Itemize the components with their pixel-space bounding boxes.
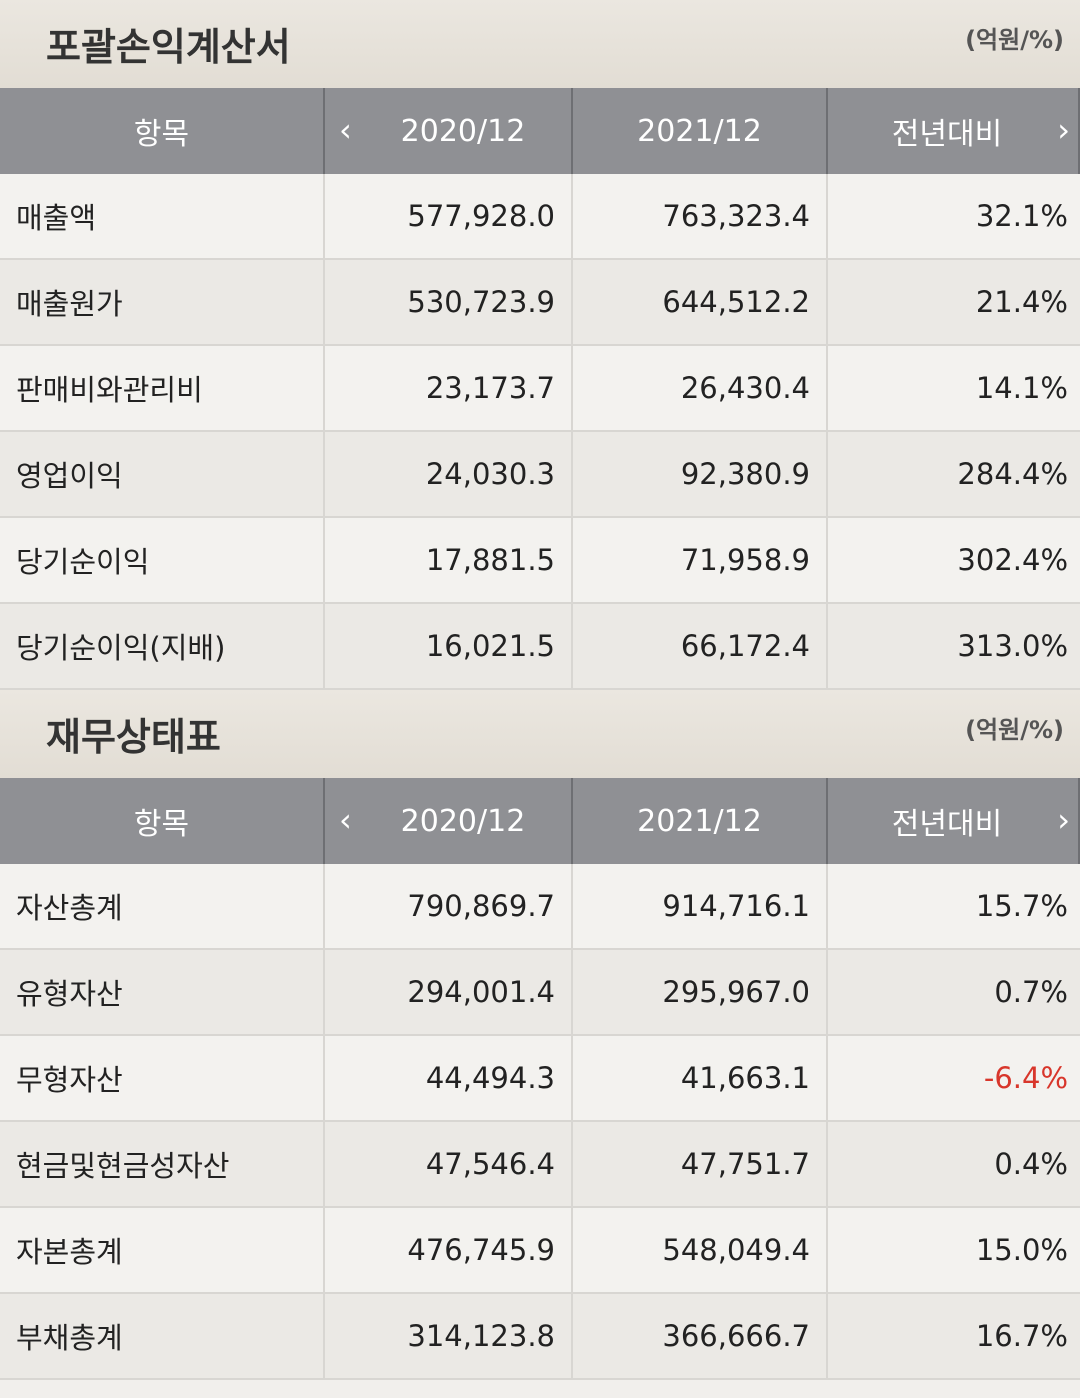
header-2021: 2021/12 [573, 778, 828, 864]
row-value-2020: 44,494.3 [325, 1036, 573, 1122]
row-value-2021: 41,663.1 [573, 1036, 828, 1122]
row-value-2021: 644,512.2 [573, 260, 828, 346]
chevron-left-icon[interactable]: ‹ [339, 801, 352, 840]
row-label: 당기순이익 [0, 518, 325, 604]
header-2021-label: 2021/12 [637, 113, 762, 149]
chevron-right-icon[interactable]: › [1057, 801, 1070, 840]
row-label: 자산총계 [0, 864, 325, 950]
row-value-2020: 47,546.4 [325, 1122, 573, 1208]
balance-sheet-table: 항목 ‹ 2020/12 2021/12 전년대비 › 자산총계 790,869… [0, 778, 1080, 1380]
row-yoy: 16.7% [828, 1294, 1080, 1380]
income-statement-header: 포괄손익계산서 (억원/%) [0, 0, 1080, 88]
row-yoy-negative: -6.4% [828, 1036, 1080, 1122]
row-value-2021: 92,380.9 [573, 432, 828, 518]
row-label: 영업이익 [0, 432, 325, 518]
header-2021-label: 2021/12 [637, 803, 762, 839]
row-yoy: 313.0% [828, 604, 1080, 690]
income-statement-title: 포괄손익계산서 [46, 25, 291, 69]
row-value-2020: 790,869.7 [325, 864, 573, 950]
row-label: 자본총계 [0, 1208, 325, 1294]
row-value-2020: 294,001.4 [325, 950, 573, 1036]
row-value-2021: 47,751.7 [573, 1122, 828, 1208]
balance-sheet-title: 재무상태표 [46, 715, 221, 759]
row-label: 유형자산 [0, 950, 325, 1036]
header-yoy: 전년대비 › [828, 778, 1080, 864]
row-value-2021: 26,430.4 [573, 346, 828, 432]
balance-sheet-header: 재무상태표 (억원/%) [0, 690, 1080, 778]
row-label: 판매비와관리비 [0, 346, 325, 432]
row-value-2020: 314,123.8 [325, 1294, 573, 1380]
row-yoy: 302.4% [828, 518, 1080, 604]
header-2020-label: 2020/12 [400, 803, 526, 839]
header-item-label: 항목 [133, 117, 190, 152]
header-2020-label: 2020/12 [400, 113, 526, 149]
row-value-2020: 476,745.9 [325, 1208, 573, 1294]
row-label: 현금및현금성자산 [0, 1122, 325, 1208]
row-value-2021: 548,049.4 [573, 1208, 828, 1294]
row-value-2020: 24,030.3 [325, 432, 573, 518]
header-yoy-label: 전년대비 [891, 807, 1003, 842]
row-label: 무형자산 [0, 1036, 325, 1122]
row-yoy: 14.1% [828, 346, 1080, 432]
row-yoy: 21.4% [828, 260, 1080, 346]
row-yoy: 15.7% [828, 864, 1080, 950]
header-yoy-label: 전년대비 [891, 117, 1003, 152]
income-statement-unit: (억원/%) [965, 26, 1064, 54]
row-value-2021: 914,716.1 [573, 864, 828, 950]
header-2021: 2021/12 [573, 88, 828, 174]
row-value-2020: 577,928.0 [325, 174, 573, 260]
row-label: 매출액 [0, 174, 325, 260]
income-statement-table: 항목 ‹ 2020/12 2021/12 전년대비 › 매출액 577,928.… [0, 88, 1080, 690]
row-value-2020: 17,881.5 [325, 518, 573, 604]
row-label: 매출원가 [0, 260, 325, 346]
header-2020: ‹ 2020/12 [325, 778, 573, 864]
row-value-2021: 66,172.4 [573, 604, 828, 690]
row-label: 당기순이익(지배) [0, 604, 325, 690]
row-yoy: 0.7% [828, 950, 1080, 1036]
row-value-2021: 763,323.4 [573, 174, 828, 260]
row-value-2020: 530,723.9 [325, 260, 573, 346]
row-yoy: 0.4% [828, 1122, 1080, 1208]
row-yoy: 32.1% [828, 174, 1080, 260]
row-value-2021: 71,958.9 [573, 518, 828, 604]
row-label: 부채총계 [0, 1294, 325, 1380]
header-item: 항목 [0, 778, 325, 864]
balance-sheet-unit: (억원/%) [965, 716, 1064, 744]
row-value-2021: 366,666.7 [573, 1294, 828, 1380]
header-item: 항목 [0, 88, 325, 174]
row-value-2020: 16,021.5 [325, 604, 573, 690]
chevron-left-icon[interactable]: ‹ [339, 111, 352, 150]
header-yoy: 전년대비 › [828, 88, 1080, 174]
row-yoy: 15.0% [828, 1208, 1080, 1294]
row-value-2020: 23,173.7 [325, 346, 573, 432]
chevron-right-icon[interactable]: › [1057, 111, 1070, 150]
header-2020: ‹ 2020/12 [325, 88, 573, 174]
header-item-label: 항목 [133, 807, 190, 842]
row-value-2021: 295,967.0 [573, 950, 828, 1036]
row-yoy: 284.4% [828, 432, 1080, 518]
